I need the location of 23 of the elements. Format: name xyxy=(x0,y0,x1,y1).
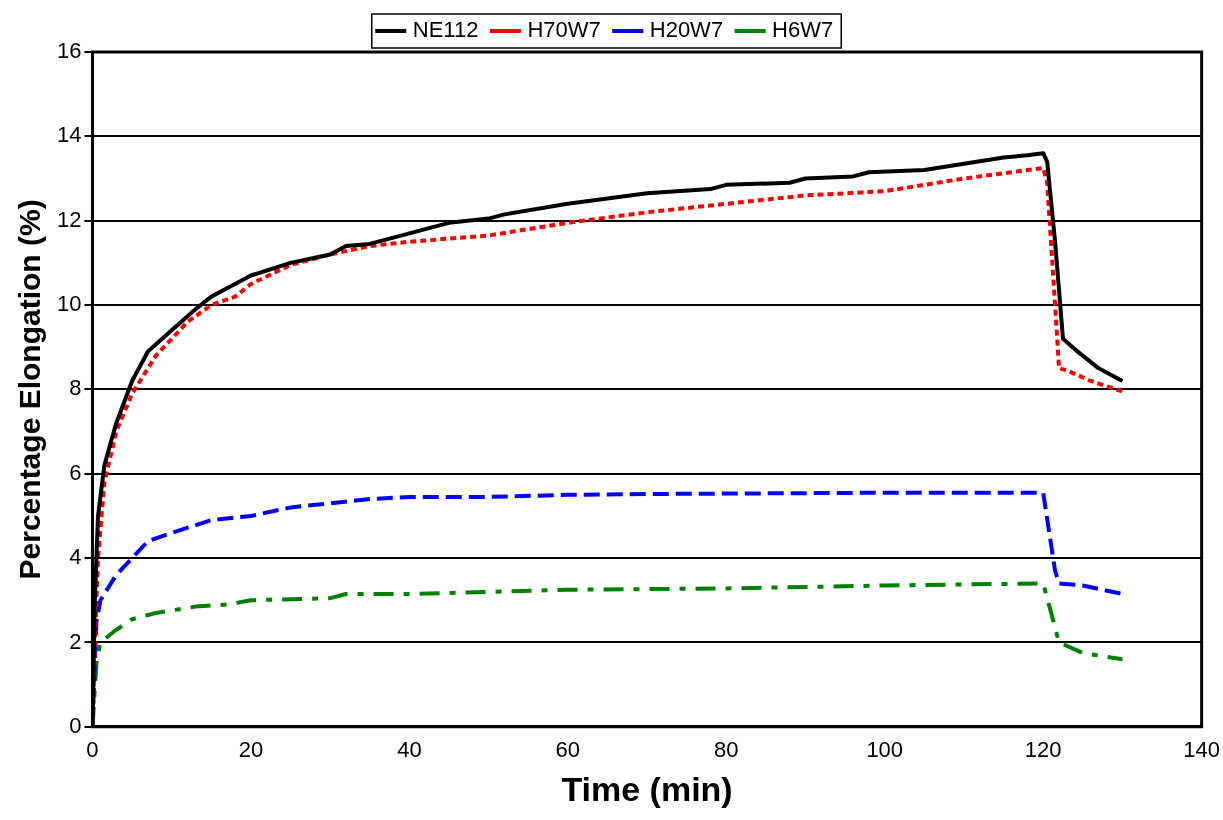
x-tick-label: 0 xyxy=(86,737,99,763)
y-tick-label: 2 xyxy=(69,628,82,654)
y-tick-label: 14 xyxy=(56,122,82,148)
y-axis-title: Percentage Elongation (%) xyxy=(13,199,47,580)
legend-label: H20W7 xyxy=(649,17,724,43)
x-tick-label: 60 xyxy=(555,737,581,763)
y-tick-label: 0 xyxy=(69,712,82,738)
y-tick-label: 8 xyxy=(69,375,82,401)
y-tick-label: 4 xyxy=(69,544,82,570)
x-tick-label: 20 xyxy=(238,737,264,763)
x-tick-label: 120 xyxy=(1024,737,1062,763)
y-tick-label: 6 xyxy=(69,459,82,485)
y-tick-label: 16 xyxy=(56,38,82,64)
legend-label: NE112 xyxy=(412,17,479,43)
y-tick-label: 10 xyxy=(56,291,82,317)
x-tick-label: 100 xyxy=(866,737,904,763)
x-tick-label: 40 xyxy=(397,737,422,763)
x-tick-label: 80 xyxy=(714,737,739,763)
x-tick-label: 140 xyxy=(1183,737,1221,763)
legend-label: H70W7 xyxy=(527,17,601,43)
y-tick-label: 12 xyxy=(56,206,82,232)
legend-label: H6W7 xyxy=(772,17,834,43)
x-axis-title: Time (min) xyxy=(561,769,733,808)
